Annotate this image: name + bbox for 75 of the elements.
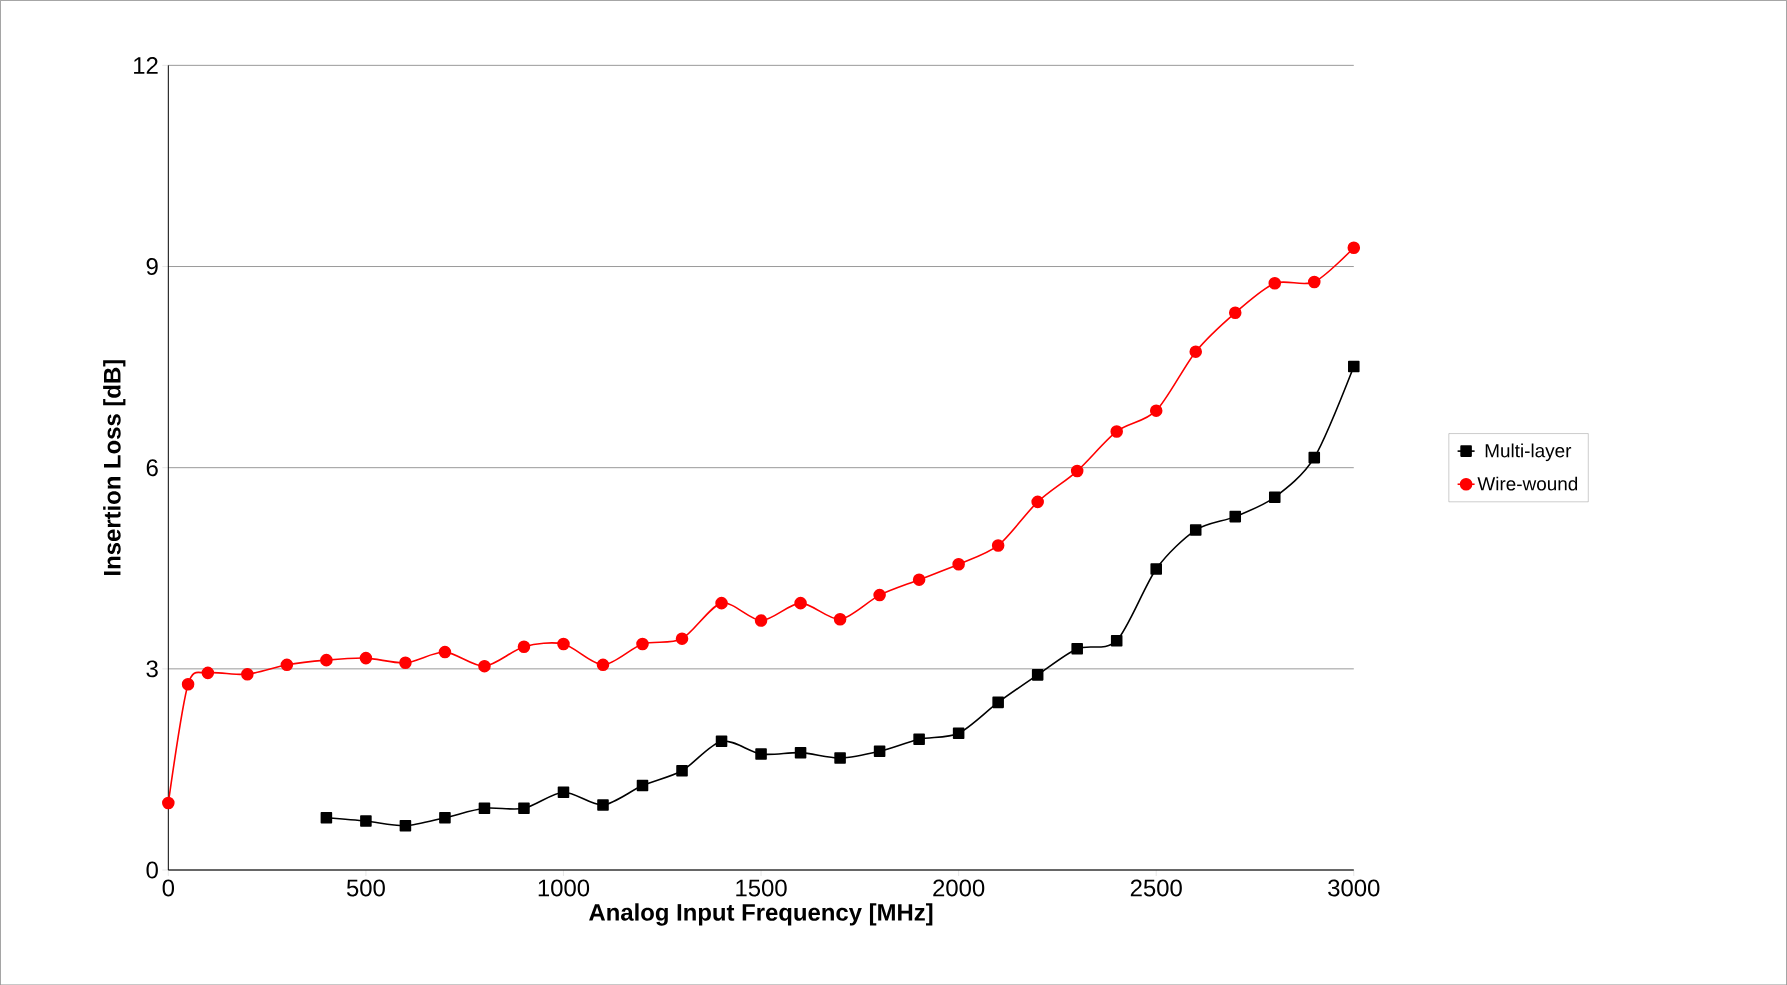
point: [1031, 668, 1044, 681]
point: [952, 727, 965, 739]
legend-label: Wire-wound: [1477, 476, 1578, 491]
point: [1189, 345, 1203, 358]
point: [912, 573, 926, 586]
x-tick-label: 1000: [538, 879, 590, 897]
legend-label: Multi-layer: [1485, 443, 1572, 461]
x-tick-label: 3000: [1328, 879, 1380, 897]
point: [478, 802, 491, 814]
x-axis-title: Analog Input Frequency [MHz]: [589, 903, 933, 926]
x-tick-label: 2500: [1130, 879, 1182, 897]
point: [1228, 306, 1242, 319]
y-tick-label: 3: [146, 660, 158, 678]
point: [1070, 464, 1084, 478]
point: [320, 811, 333, 824]
point: [438, 645, 452, 659]
point: [1308, 451, 1321, 464]
point: [1348, 360, 1360, 373]
point: [636, 637, 649, 651]
point: [794, 746, 807, 759]
y-tick-label: 9: [146, 257, 158, 275]
point: [991, 539, 1005, 552]
point: [241, 667, 254, 681]
point: [517, 640, 531, 653]
point: [557, 637, 570, 651]
point: [676, 764, 688, 777]
point: [439, 811, 451, 824]
point: [794, 596, 807, 610]
point: [518, 802, 530, 814]
point: [181, 677, 195, 691]
point: [280, 658, 294, 671]
point: [992, 696, 1004, 708]
point: [1268, 276, 1282, 290]
point: [1071, 642, 1083, 655]
point: [913, 733, 925, 745]
point: [873, 745, 886, 757]
point: [162, 796, 175, 810]
point: [715, 596, 728, 610]
point: [755, 748, 767, 760]
y-tick-label: 6: [146, 459, 158, 476]
point: [952, 557, 965, 571]
point: [834, 752, 846, 764]
point: [359, 651, 373, 665]
point: [596, 658, 610, 671]
point: [201, 666, 215, 679]
y-tick-label: 0: [146, 861, 158, 879]
point: [715, 735, 728, 747]
point: [1229, 510, 1242, 523]
point: [1308, 275, 1321, 289]
point: [754, 614, 768, 627]
point: [360, 815, 372, 827]
point: [597, 799, 609, 811]
x-tick-label: 500: [346, 879, 385, 897]
point: [1347, 241, 1361, 254]
point: [1150, 562, 1162, 575]
x-tick-label: 2000: [933, 879, 985, 897]
point: [1149, 404, 1163, 417]
point: [1189, 524, 1202, 536]
x-tick-label: 1500: [736, 879, 787, 897]
point: [1268, 491, 1281, 503]
x-tick-label: 0: [162, 879, 175, 897]
point: [873, 588, 886, 602]
point: [1110, 634, 1123, 647]
point: [557, 786, 570, 798]
point: [1031, 495, 1044, 508]
point: [1110, 425, 1123, 438]
y-axis-title: Insertion Loss [dB]: [103, 359, 126, 575]
point: [833, 612, 847, 626]
point: [478, 659, 491, 673]
point: [320, 653, 333, 667]
point: [636, 779, 649, 792]
point: [399, 656, 412, 669]
point: [399, 819, 412, 832]
y-tick-label: 12: [134, 56, 158, 74]
point: [675, 632, 689, 645]
